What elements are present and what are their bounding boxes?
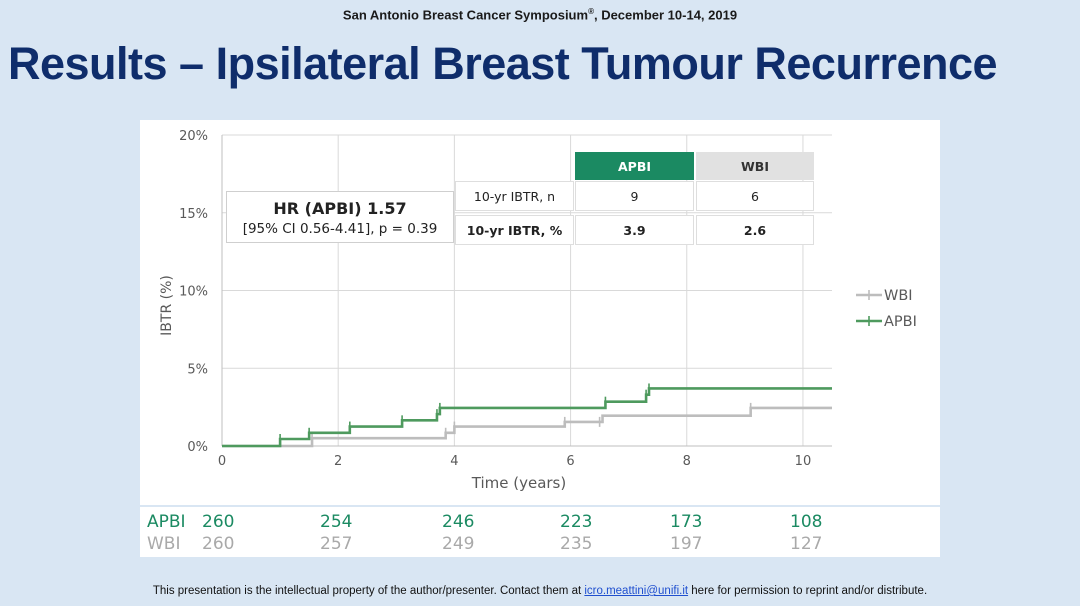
hazard-ratio-title: HR (APBI) 1.57 <box>273 199 407 218</box>
conference-name: San Antonio Breast Cancer Symposium <box>342 7 589 23</box>
y-axis-title: IBTR (%) <box>159 275 175 336</box>
registered-mark: ® <box>588 7 594 16</box>
y-tick-label: 15% <box>179 207 208 222</box>
footer-text: This presentation is the intellectual pr… <box>152 585 585 597</box>
risk-wbi-value: 235 <box>560 534 593 554</box>
conference-dates: , December 10-14, 2019 <box>593 7 738 23</box>
risk-label-apbi: APBI <box>147 512 186 532</box>
x-tick-label: 8 <box>683 454 691 469</box>
footer-text-end: here for permission to reprint and/or di… <box>688 585 928 597</box>
risk-label-wbi: WBI <box>147 534 181 554</box>
y-tick-label: 20% <box>179 129 208 144</box>
hazard-ratio-ci: [95% CI 0.56-4.41], p = 0.39 <box>242 221 438 237</box>
table-cell-apbi: 3.9 <box>575 215 694 245</box>
numbers-at-risk: APBI WBI 260 254 246 223 173 108 260 257… <box>140 507 940 557</box>
x-tick-label: 10 <box>795 454 812 469</box>
table-cell-wbi: 6 <box>696 181 814 211</box>
risk-wbi-value: 260 <box>202 534 235 554</box>
risk-wbi-value: 127 <box>790 534 823 554</box>
series-line-wbi <box>222 406 832 448</box>
x-tick-label: 0 <box>218 454 226 469</box>
risk-apbi-value: 108 <box>790 512 823 532</box>
y-tick-label: 0% <box>187 440 208 455</box>
risk-wbi-value: 257 <box>320 534 353 554</box>
legend-label-apbi: APBI <box>884 314 917 330</box>
slide-title: Results – Ipsilateral Breast Tumour Recu… <box>8 38 998 89</box>
footer: This presentation is the intellectual pr… <box>0 585 1080 597</box>
y-tick-label: 5% <box>187 362 208 377</box>
table-row-label: 10-yr IBTR, % <box>455 215 574 245</box>
chart-panel: 0% 5% 10% 15% 20% 0 2 4 6 8 10 Time (years) IBTR (%)… <box>140 120 940 505</box>
conference-header: San Antonio Breast Cancer Symposium®, De… <box>0 7 1080 22</box>
y-tick-label: 10% <box>179 285 208 300</box>
legend-label-wbi: WBI <box>884 288 913 304</box>
hazard-ratio-box: HR (APBI) 1.57 [95% CI 0.56-4.41], p = 0… <box>226 191 454 243</box>
risk-apbi-value: 173 <box>670 512 703 532</box>
x-tick-label: 2 <box>334 454 342 469</box>
risk-apbi-value: 223 <box>560 512 593 532</box>
table-header-wbi: WBI <box>696 152 814 180</box>
table-header-apbi: APBI <box>575 152 694 180</box>
risk-apbi-value: 260 <box>202 512 235 532</box>
x-tick-label: 4 <box>450 454 458 469</box>
table-cell-wbi: 2.6 <box>696 215 814 245</box>
table-row-label: 10-yr IBTR, n <box>455 181 574 211</box>
km-chart: 0% 5% 10% 15% 20% 0 2 4 6 8 10 Time (years) IBTR (%)… <box>159 129 917 492</box>
x-tick-label: 6 <box>566 454 574 469</box>
contact-email-link[interactable]: icro.meattini@unifi.it <box>584 585 689 597</box>
risk-wbi-value: 197 <box>670 534 703 554</box>
risk-apbi-value: 254 <box>320 512 353 532</box>
x-axis-title: Time (years) <box>471 474 566 492</box>
table-cell-apbi: 9 <box>575 181 694 211</box>
risk-wbi-value: 249 <box>442 534 475 554</box>
risk-apbi-value: 246 <box>442 512 475 532</box>
